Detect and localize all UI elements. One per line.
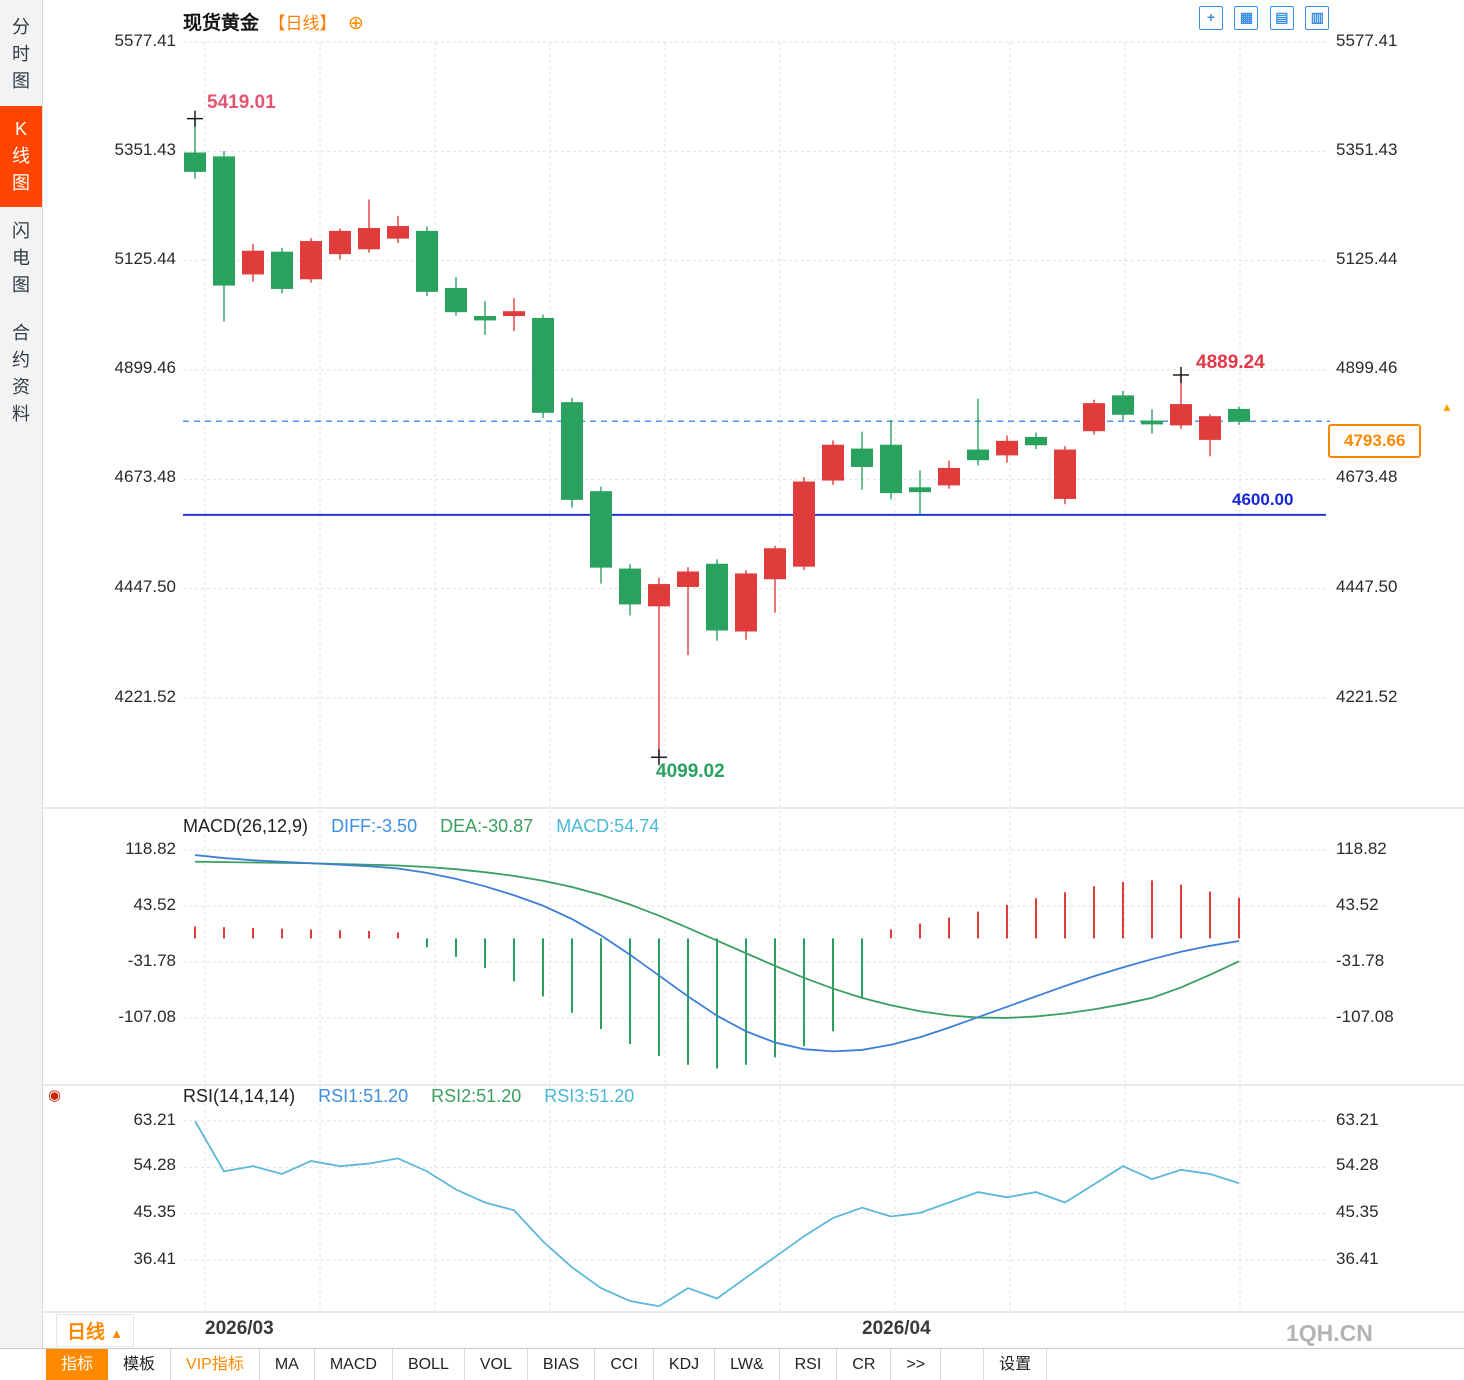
period-tag[interactable]: 【日线】 <box>268 14 337 33</box>
chevron-up-icon: ▲ <box>110 1326 124 1341</box>
axis-tick: -107.08 <box>118 1007 176 1026</box>
page-title: 现货黄金 <box>183 13 260 34</box>
tab-cr[interactable]: CR <box>837 1349 892 1380</box>
tab-kdj[interactable]: KDJ <box>653 1349 716 1380</box>
tab-macd[interactable]: MACD <box>314 1349 393 1380</box>
axis-tick: 5577.41 <box>114 31 176 50</box>
tab-vol[interactable]: VOL <box>464 1349 528 1380</box>
macd-dea-value: DEA:-30.87 <box>440 816 534 836</box>
axis-tick: 5125.44 <box>114 249 176 268</box>
tab-template[interactable]: 模板 <box>108 1349 172 1380</box>
grid-layout-icon[interactable]: ▦ <box>1234 6 1259 30</box>
chart-canvas[interactable] <box>0 0 1464 1348</box>
dea-line <box>194 860 1240 1019</box>
axis-tick: 63.21 <box>133 1110 176 1129</box>
axis-tick: 4447.50 <box>114 577 176 596</box>
watermark: 1QH.CN <box>1286 1320 1373 1346</box>
axis-tick: 43.52 <box>133 895 176 914</box>
sidebar-item-lightning[interactable]: 闪电图 <box>0 208 42 309</box>
tab-ma[interactable]: MA <box>259 1349 315 1380</box>
sidebar-item-label: 闪电图 <box>12 221 30 295</box>
axis-tick: 4221.52 <box>1336 687 1398 706</box>
sidebar-item-timeshare[interactable]: 分时图 <box>0 4 42 105</box>
rsi1-value: RSI1:51.20 <box>318 1086 409 1106</box>
macd-header: MACD(26,12,9) DIFF:-3.50 DEA:-30.87 MACD… <box>183 816 659 837</box>
tab-settings[interactable]: 设置 <box>983 1349 1048 1380</box>
axis-tick: -31.78 <box>1336 951 1385 970</box>
axis-tick: 54.28 <box>133 1155 176 1174</box>
rsi2-value: RSI2:51.20 <box>431 1086 522 1106</box>
price-up-marker-icon: ▲ <box>1441 400 1453 414</box>
low-price-label: 4099.02 <box>656 761 725 782</box>
sidebar-item-contract-info[interactable]: 合约资料 <box>0 310 42 438</box>
x-axis-label-1: 2026/03 <box>205 1318 274 1339</box>
axis-tick: -107.08 <box>1336 1007 1394 1026</box>
axis-tick: 45.35 <box>1336 1202 1379 1221</box>
diff-line <box>194 854 1240 1053</box>
price-point-markers <box>187 110 1189 766</box>
axis-tick: 63.21 <box>1336 1110 1379 1129</box>
rsi-panel-icon[interactable]: ◉ <box>48 1087 62 1104</box>
recent-high-label: 4889.24 <box>1196 352 1265 373</box>
support-line-label: 4600.00 <box>1232 490 1294 509</box>
axis-tick: 36.41 <box>1336 1249 1379 1268</box>
axis-tick: 36.41 <box>133 1249 176 1268</box>
candlestick-series <box>184 118 1250 758</box>
pan-icon[interactable]: + <box>1199 6 1223 30</box>
chart-header: 现货黄金 【日线】 ⊕ <box>183 8 364 35</box>
rsi3-value: RSI3:51.20 <box>544 1086 635 1106</box>
panel-dividers <box>42 807 1464 1313</box>
period-label: 日线 <box>67 1322 106 1343</box>
axis-tick: -31.78 <box>127 951 176 970</box>
axis-tick: 5125.44 <box>1336 249 1398 268</box>
tab-indicator[interactable]: 指标 <box>46 1349 109 1380</box>
sidebar-item-label: K线图 <box>12 119 30 193</box>
rsi-title[interactable]: RSI(14,14,14) <box>183 1086 296 1106</box>
tab-cci[interactable]: CCI <box>595 1349 654 1380</box>
indicator-toolbar: 指标 模板 VIP指标 MA MACD BOLL VOL BIAS CCI KD… <box>0 1348 1464 1380</box>
tab-bias[interactable]: BIAS <box>527 1349 596 1380</box>
axis-tick: 43.52 <box>1336 895 1379 914</box>
add-circle-icon[interactable]: ⊕ <box>347 13 364 34</box>
axis-tick: 4673.48 <box>1336 467 1398 486</box>
macd-title[interactable]: MACD(26,12,9) <box>183 816 309 836</box>
tab-rsi[interactable]: RSI <box>779 1349 838 1380</box>
sidebar: 分时图 K线图 闪电图 合约资料 <box>0 0 43 1348</box>
sidebar-item-label: 合约资料 <box>12 323 30 424</box>
tab-vip-indicator[interactable]: VIP指标 <box>171 1349 260 1380</box>
axis-tick: 5351.43 <box>1336 140 1398 159</box>
axis-tick: 45.35 <box>133 1202 176 1221</box>
high-price-label: 5419.01 <box>207 92 276 113</box>
axis-tick: 54.28 <box>1336 1155 1379 1174</box>
axis-tick: 5577.41 <box>1336 31 1398 50</box>
axis-tick: 5351.43 <box>114 140 176 159</box>
axis-tick: 4673.48 <box>114 467 176 486</box>
left-axis-layout-icon[interactable]: ▤ <box>1269 6 1294 30</box>
sidebar-item-kline[interactable]: K线图 <box>0 106 42 207</box>
axis-tick: 4221.52 <box>114 687 176 706</box>
last-price-value: 4793.66 <box>1344 431 1406 450</box>
axis-tick: 4899.46 <box>114 358 176 377</box>
macd-diff-value: DIFF:-3.50 <box>331 816 418 836</box>
axis-tick: 118.82 <box>1336 839 1387 858</box>
right-axis-layout-icon[interactable]: ▥ <box>1305 6 1330 30</box>
x-axis-label-2: 2026/04 <box>862 1318 931 1339</box>
last-price-badge[interactable]: 4793.66 <box>1328 424 1422 458</box>
rsi-header: RSI(14,14,14) RSI1:51.20 RSI2:51.20 RSI3… <box>183 1086 634 1107</box>
gridlines <box>183 41 1330 1312</box>
chart-layout-toolbar: + ▦ ▤ ▥ <box>1199 6 1336 30</box>
rsi-line <box>194 1120 1240 1308</box>
tab-boll[interactable]: BOLL <box>392 1349 465 1380</box>
period-selector-button[interactable]: 日线 ▲ <box>56 1314 135 1347</box>
axis-tick: 4447.50 <box>1336 577 1398 596</box>
tab-lw[interactable]: LW& <box>715 1349 780 1380</box>
tab-more[interactable]: >> <box>891 1349 942 1380</box>
sidebar-item-label: 分时图 <box>12 17 30 91</box>
axis-tick: 118.82 <box>125 839 176 858</box>
axis-tick: 4899.46 <box>1336 358 1398 377</box>
macd-histogram <box>194 880 1240 1069</box>
macd-bar-value: MACD:54.74 <box>556 816 660 836</box>
